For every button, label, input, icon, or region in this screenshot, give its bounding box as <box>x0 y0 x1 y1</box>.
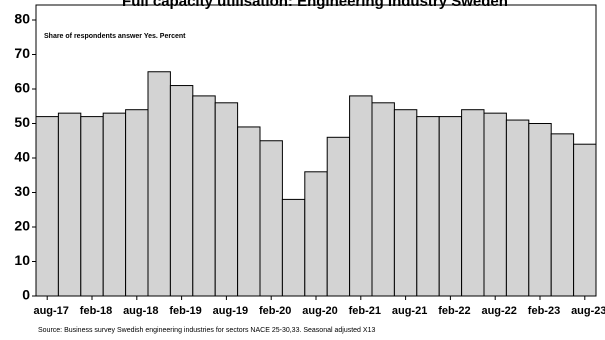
x-tick-label: aug-20 <box>302 305 337 317</box>
y-tick-label: 50 <box>14 114 30 130</box>
x-tick-label: aug-19 <box>213 305 248 317</box>
y-tick-label: 20 <box>14 218 30 234</box>
bar <box>573 143 597 297</box>
bar <box>304 171 328 297</box>
bar <box>125 109 149 297</box>
bar <box>438 116 463 297</box>
x-tick-label: feb-18 <box>80 305 112 317</box>
x-tick-label: aug-17 <box>33 305 68 317</box>
bar <box>35 116 59 297</box>
bar <box>371 102 395 297</box>
x-tick-label: feb-21 <box>349 305 381 317</box>
bar <box>349 95 373 297</box>
bar <box>505 119 530 297</box>
bar <box>57 112 82 297</box>
x-tick-label: feb-20 <box>259 305 291 317</box>
x-tick-label: aug-22 <box>481 305 516 317</box>
y-tick-label: 10 <box>14 252 30 268</box>
y-tick-label: 0 <box>22 287 30 303</box>
y-tick-label: 40 <box>14 149 30 165</box>
bar <box>393 109 418 297</box>
bar <box>80 116 104 297</box>
bar <box>259 140 283 297</box>
y-tick-label: 80 <box>14 11 30 27</box>
bar <box>237 126 261 297</box>
bar <box>281 198 306 297</box>
source: Source: Business survey Swedish engineer… <box>38 327 375 334</box>
bar <box>461 109 485 297</box>
annotation: Share of respondents answer Yes. Percent <box>44 33 186 40</box>
x-tick-label: aug-18 <box>123 305 158 317</box>
bar <box>326 136 351 297</box>
bar <box>550 133 575 297</box>
y-tick-label: 70 <box>14 45 30 61</box>
x-tick-label: feb-23 <box>528 305 560 317</box>
bar <box>214 102 239 297</box>
bar <box>169 85 194 297</box>
bar <box>528 123 552 297</box>
y-tick-label: 30 <box>14 183 30 199</box>
y-tick-label: 60 <box>14 80 30 96</box>
bar <box>192 95 216 297</box>
bar <box>416 116 440 297</box>
x-tick-label: feb-22 <box>438 305 470 317</box>
bar <box>102 112 127 297</box>
x-tick-label: feb-19 <box>169 305 201 317</box>
x-tick-label: aug-21 <box>392 305 427 317</box>
x-tick-label: aug-23 <box>571 305 605 317</box>
bar <box>483 112 507 297</box>
bar <box>147 71 171 297</box>
